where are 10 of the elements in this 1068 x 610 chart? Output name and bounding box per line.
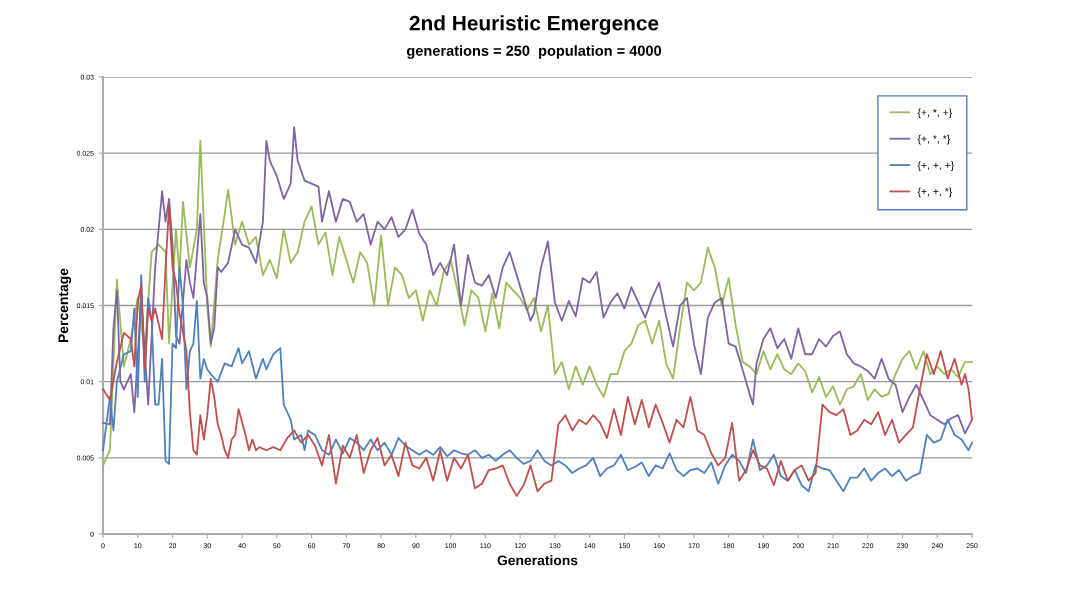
legend-label: {+, +, *} (917, 187, 953, 198)
line-series (102, 205, 973, 497)
line-series (102, 266, 973, 493)
legend-label: {+, *, *} (917, 134, 951, 145)
chart-title: 2nd Heuristic Emergence (409, 15, 659, 35)
legend-label: {+, *, +} (917, 108, 953, 119)
chart-subtitle: generations = 250 population = 4000 (406, 45, 662, 59)
y-axis-title: Percentage (58, 268, 72, 343)
legend-label: {+, +, +} (917, 161, 955, 171)
x-axis-title: Generations (497, 555, 578, 566)
